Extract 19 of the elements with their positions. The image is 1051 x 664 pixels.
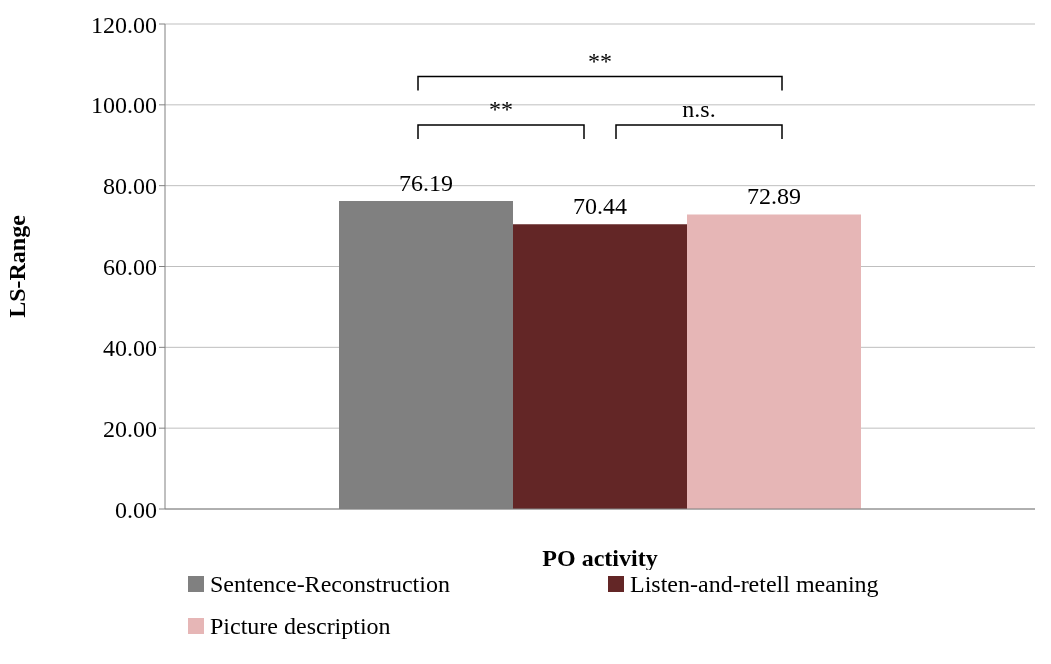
y-tick-label: 80.00	[103, 173, 157, 200]
legend-label: Listen-and-retell meaning	[630, 570, 879, 598]
data-label: 70.44	[573, 193, 627, 220]
y-axis-title: LS-Range	[3, 214, 30, 318]
legend-label: Sentence-Reconstruction	[210, 570, 450, 598]
y-tick-label: 60.00	[103, 254, 157, 281]
y-tick-label: 0.00	[115, 496, 157, 523]
bar	[513, 224, 687, 509]
annotation: n.s.	[682, 96, 716, 123]
y-tick-label: 120.00	[91, 11, 157, 38]
annotation: **	[588, 47, 612, 74]
data-label: 72.89	[747, 183, 801, 210]
y-tick-label: 100.00	[91, 92, 157, 119]
y-tick-label: 20.00	[103, 415, 157, 442]
bar	[687, 214, 861, 509]
legend-label: Picture description	[210, 612, 391, 640]
annotation: **	[489, 96, 513, 123]
y-tick-label: 40.00	[103, 334, 157, 361]
data-label: 76.19	[399, 170, 453, 197]
